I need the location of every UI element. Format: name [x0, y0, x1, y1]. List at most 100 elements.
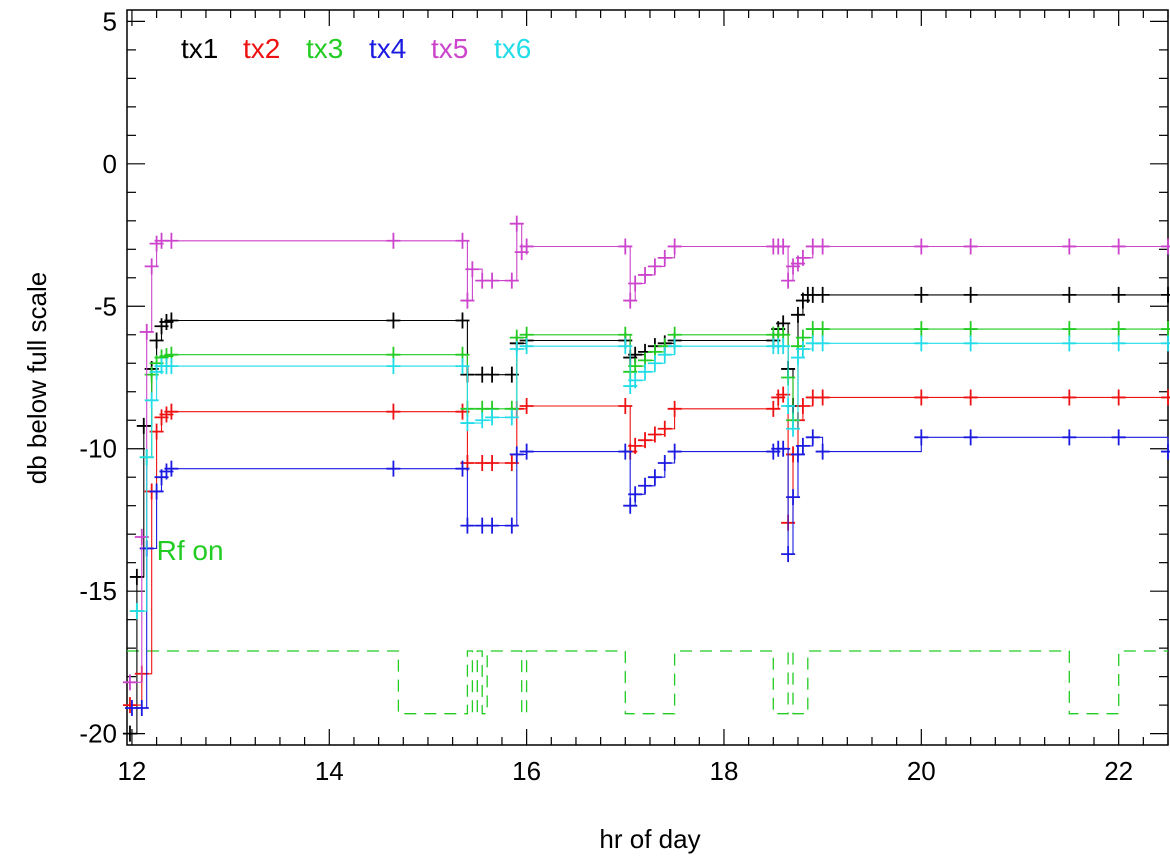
point-marker	[618, 443, 633, 460]
point-marker	[963, 429, 978, 446]
point-marker	[766, 400, 781, 417]
point-marker	[638, 432, 653, 449]
point-marker	[963, 389, 978, 406]
x-tick-label: 22	[1104, 756, 1133, 786]
legend-entry-tx1: tx1	[181, 33, 218, 64]
y-axis-title: db below full scale	[22, 272, 52, 484]
series-line-tx2	[130, 394, 1168, 706]
point-marker	[914, 335, 929, 352]
point-marker	[623, 292, 638, 309]
point-marker	[485, 409, 500, 426]
legend-entry-tx6: tx6	[494, 33, 531, 64]
x-tick-label: 12	[117, 756, 146, 786]
point-marker	[657, 249, 672, 266]
point-marker	[485, 454, 500, 471]
point-marker	[1111, 429, 1126, 446]
point-marker	[1062, 238, 1077, 255]
point-marker	[628, 372, 643, 389]
point-marker	[504, 517, 519, 534]
point-marker	[509, 215, 524, 232]
series-tx5	[122, 215, 1170, 691]
point-marker	[460, 517, 475, 534]
point-marker	[790, 446, 805, 463]
plot-frame	[126, 9, 1169, 746]
point-marker	[786, 420, 801, 437]
point-marker	[139, 323, 154, 340]
legend-entry-tx4: tx4	[369, 33, 406, 64]
point-marker	[386, 232, 401, 249]
point-marker	[1111, 389, 1126, 406]
point-marker	[815, 443, 830, 460]
series-line-tx5	[130, 223, 1168, 683]
point-marker	[795, 341, 810, 358]
point-marker	[485, 517, 500, 534]
point-marker	[781, 272, 796, 289]
point-marker	[618, 338, 633, 355]
point-marker	[638, 266, 653, 283]
point-marker	[914, 286, 929, 303]
point-marker	[628, 437, 643, 454]
point-marker	[122, 674, 137, 691]
point-marker	[164, 403, 179, 420]
point-marker	[136, 417, 151, 434]
point-marker	[134, 699, 149, 716]
point-marker	[776, 238, 791, 255]
point-marker	[1161, 238, 1170, 255]
point-marker	[795, 249, 810, 266]
point-marker	[657, 346, 672, 363]
point-marker	[781, 397, 796, 414]
point-marker	[628, 275, 643, 292]
point-marker	[1062, 389, 1077, 406]
point-marker	[786, 489, 801, 506]
point-marker	[790, 306, 805, 323]
point-marker	[963, 238, 978, 255]
point-marker	[504, 272, 519, 289]
y-tick-label: -10	[79, 434, 117, 464]
point-marker	[485, 366, 500, 383]
point-marker	[1111, 321, 1126, 338]
point-marker	[149, 332, 164, 349]
point-marker	[139, 449, 154, 466]
point-marker	[1161, 443, 1170, 460]
point-marker	[1161, 389, 1170, 406]
point-marker	[386, 403, 401, 420]
x-tick-label: 20	[907, 756, 936, 786]
x-tick-label: 18	[710, 756, 739, 786]
point-marker	[386, 358, 401, 375]
point-marker	[509, 341, 524, 358]
point-marker	[1161, 286, 1170, 303]
y-tick-label: -20	[79, 719, 117, 749]
point-marker	[815, 321, 830, 338]
rf-on-annotation: Rf on	[157, 535, 224, 566]
point-marker	[1111, 286, 1126, 303]
point-marker	[122, 697, 137, 714]
point-marker	[519, 397, 534, 414]
point-marker	[149, 483, 164, 500]
point-marker	[815, 238, 830, 255]
point-marker	[164, 460, 179, 477]
point-marker	[455, 232, 470, 249]
rf-on-line	[127, 650, 1168, 715]
point-marker	[460, 292, 475, 309]
point-marker	[914, 238, 929, 255]
point-marker	[647, 355, 662, 372]
legend-entry-tx2: tx2	[243, 33, 280, 64]
point-marker	[628, 486, 643, 503]
point-marker	[657, 454, 672, 471]
point-marker	[519, 238, 534, 255]
point-marker	[1111, 335, 1126, 352]
point-marker	[914, 429, 929, 446]
point-marker	[1062, 429, 1077, 446]
series-tx4	[124, 429, 1170, 716]
point-marker	[164, 312, 179, 329]
series-tx2	[122, 386, 1170, 714]
point-marker	[1062, 286, 1077, 303]
point-marker	[455, 312, 470, 329]
point-marker	[647, 469, 662, 486]
y-tick-label: 5	[103, 6, 117, 36]
point-marker	[164, 358, 179, 375]
y-tick-label: 0	[103, 149, 117, 179]
point-marker	[122, 725, 137, 742]
point-marker	[795, 437, 810, 454]
point-marker	[638, 363, 653, 380]
